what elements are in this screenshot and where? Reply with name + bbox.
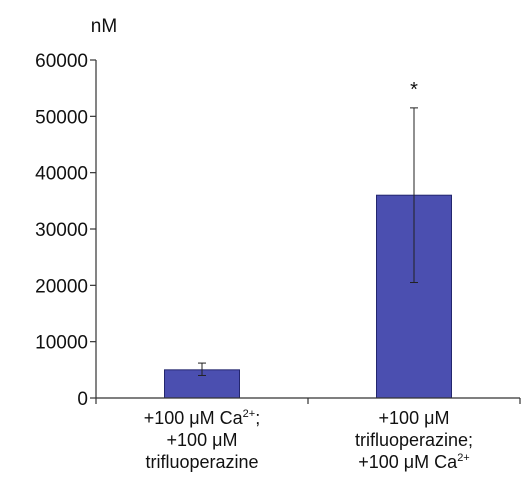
significance-marker: * [410,79,418,101]
y-tick-label: 20000 [35,276,88,297]
category-label-line: +100 μM [314,407,514,429]
category-label-line: trifluoperazine [102,451,302,473]
y-tick-label: 60000 [35,51,88,72]
x-category-label: +100 μM trifluoperazine; +100 μM Ca2+ [314,407,514,473]
y-unit-label: nM [91,16,117,37]
y-tick-label: 50000 [35,107,88,128]
bars [164,194,452,399]
category-label-line: +100 μM Ca2+; [102,407,302,429]
superscript-text: 2+ [242,408,256,420]
label-text: trifluoperazine [145,452,259,472]
y-tick-label: 30000 [35,220,88,241]
x-category-label: +100 μM Ca2+; +100 μM trifluoperazine [102,407,302,473]
category-label-line: +100 μM [102,429,302,451]
error-bars [198,107,418,376]
y-axis: 0 10000 20000 30000 40000 50000 60000 [35,51,97,410]
label-text: ; [255,408,261,428]
label-text: +100 μM [378,408,450,428]
label-text: +100 μM [166,430,238,450]
label-text: +100 μM Ca [143,408,243,428]
y-tick-label: 10000 [35,333,88,354]
category-label-line: +100 μM Ca2+ [314,451,514,473]
x-axis [95,397,521,404]
label-text: trifluoperazine; [354,430,474,450]
label-text: +100 μM Ca [358,452,458,472]
superscript-text: 2+ [457,452,470,464]
annotations: * [410,79,418,101]
category-label-line: trifluoperazine; [314,429,514,451]
y-tick-label: 0 [77,389,88,410]
y-tick-label: 40000 [35,164,88,185]
